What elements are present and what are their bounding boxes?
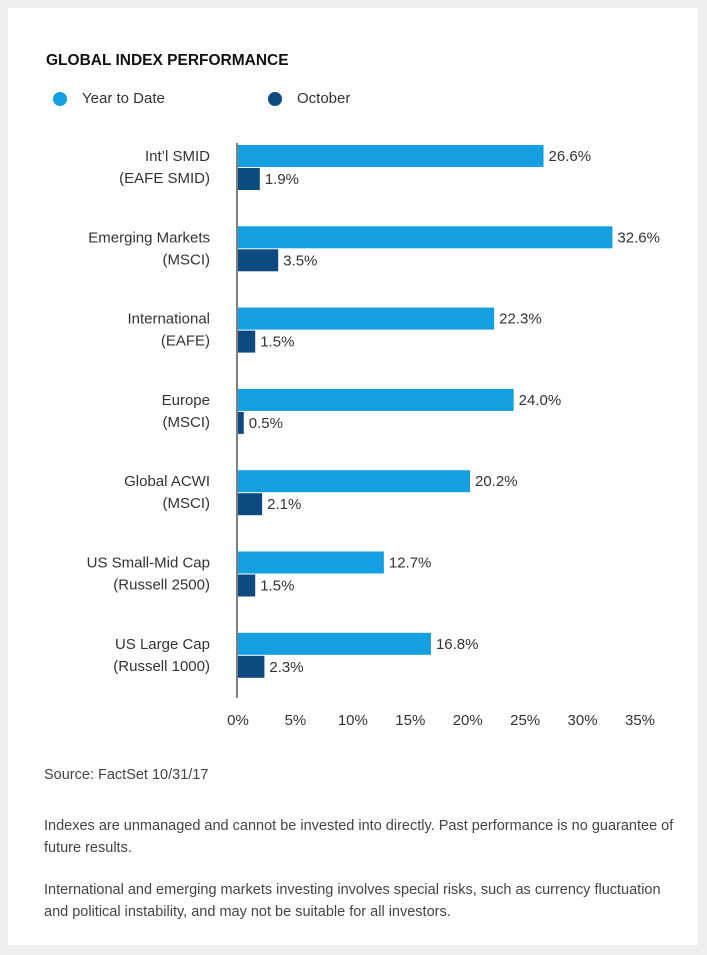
data-label: 22.3% [499, 311, 542, 328]
legend-swatch [53, 92, 67, 106]
y-tick-label: (MSCI) [163, 495, 211, 512]
y-tick-label: (Russell 2500) [113, 576, 210, 593]
y-tick-label: (EAFE) [161, 333, 210, 350]
x-tick-label: 25% [510, 712, 540, 729]
legend-label: Year to Date [82, 90, 165, 107]
bar [238, 226, 613, 249]
bar [238, 145, 544, 167]
y-tick-label: (MSCI) [163, 414, 211, 431]
bar [238, 388, 514, 411]
y-tick-label: (MSCI) [163, 251, 211, 268]
data-label: 26.6% [549, 148, 592, 165]
bar [238, 168, 260, 190]
data-label: 20.2% [475, 473, 518, 490]
bar [238, 330, 256, 353]
bar [238, 470, 471, 493]
y-tick-label: International [127, 311, 210, 328]
data-label: 1.5% [260, 577, 294, 594]
data-label: 32.6% [617, 229, 660, 246]
x-tick-label: 20% [453, 712, 483, 729]
data-label: 24.0% [519, 392, 562, 409]
x-tick-label: 15% [395, 712, 425, 729]
x-tick-label: 5% [285, 712, 307, 729]
data-label: 2.1% [267, 496, 301, 513]
bar [238, 249, 279, 272]
y-tick-label: US Large Cap [115, 636, 210, 653]
data-label: 2.3% [269, 659, 303, 676]
data-label: 0.5% [249, 415, 283, 432]
chart-title: GLOBAL INDEX PERFORMANCE [46, 52, 289, 69]
x-tick-label: 0% [227, 712, 249, 729]
source: Source: FactSet 10/31/17 [44, 767, 209, 783]
bar [238, 307, 495, 330]
legend-swatch [268, 92, 282, 106]
note: International and emerging markets inves… [44, 882, 661, 920]
bar [238, 551, 384, 574]
data-label: 12.7% [389, 554, 432, 571]
y-tick-label: (Russell 1000) [113, 658, 210, 675]
data-label: 16.8% [436, 636, 479, 653]
y-tick-label: (EAFE SMID) [119, 170, 210, 187]
x-tick-label: 35% [625, 712, 655, 729]
bar [238, 632, 431, 655]
bar [238, 493, 263, 516]
x-tick-label: 30% [568, 712, 598, 729]
bar [238, 655, 265, 678]
y-tick-label: Europe [162, 392, 210, 409]
note: Indexes are unmanaged and cannot be inve… [44, 818, 674, 856]
y-tick-label: US Small-Mid Cap [87, 554, 210, 571]
bar [238, 574, 256, 597]
legend-label: October [297, 90, 350, 107]
y-tick-label: Emerging Markets [88, 229, 210, 246]
y-tick-label: Int’l SMID [145, 148, 210, 165]
data-label: 3.5% [283, 252, 317, 269]
data-label: 1.5% [260, 334, 294, 351]
bar [238, 411, 244, 434]
x-tick-label: 10% [338, 712, 368, 729]
y-tick-label: Global ACWI [124, 473, 210, 490]
data-label: 1.9% [265, 171, 299, 188]
